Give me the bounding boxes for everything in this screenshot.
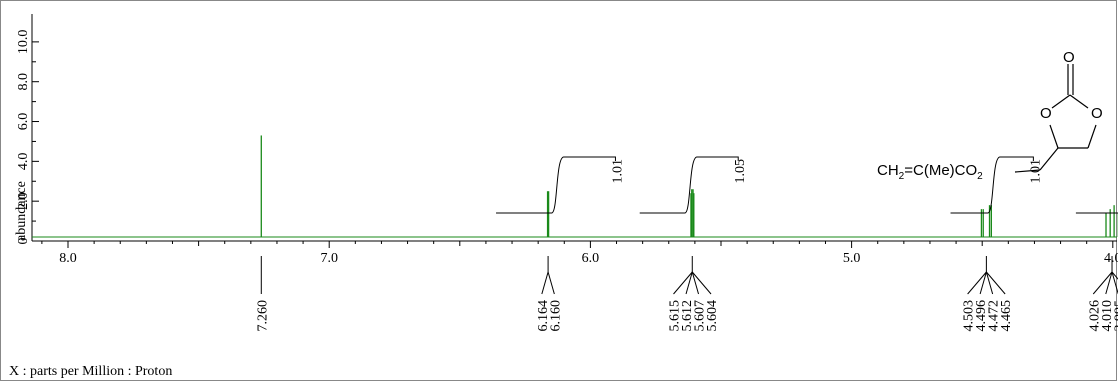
- x-tick-label: 5.0: [843, 251, 861, 266]
- formula-sub2: 2: [977, 171, 983, 182]
- integral-value: 1.05: [733, 159, 748, 184]
- bond-oright-ch2: [1087, 124, 1097, 149]
- peak-label: 4.496: [974, 300, 989, 332]
- peak-label-branch: [985, 271, 994, 295]
- peak-label: 3.995: [1112, 300, 1118, 332]
- integral-curve: [496, 156, 616, 214]
- y-tick-label: 2.0: [16, 192, 31, 210]
- bond-c-oleft: [1051, 94, 1071, 109]
- peak-label: 4.503: [962, 300, 977, 332]
- y-tick-label: 6.0: [16, 113, 31, 130]
- peak-label-branch: [691, 271, 712, 295]
- atom-o-left: O: [1040, 105, 1052, 122]
- peak-label: 4.026: [1087, 300, 1102, 332]
- peak-label-branch: [1111, 271, 1118, 295]
- atom-o-right: O: [1091, 105, 1103, 122]
- integrals-layer: 1.011.051.011.010.991.000.963.03: [496, 156, 1118, 214]
- peak-label-branch: [1092, 271, 1113, 295]
- x-tick-label: 7.0: [320, 251, 338, 266]
- peak-label: 5.607: [693, 300, 708, 332]
- peak-label: 7.260: [255, 300, 270, 332]
- bond-ch-ch2: [1039, 147, 1059, 171]
- formula-mid: =C(Me)CO: [904, 162, 977, 179]
- integral-curve: [950, 156, 1034, 214]
- peak-label: 6.160: [548, 300, 563, 332]
- methacrylate-formula: CH2=C(Me)CO2: [877, 162, 983, 182]
- integral-value: 1.01: [610, 159, 625, 184]
- y-axis-label: abundance: [14, 181, 29, 241]
- peak-label: 4.010: [1100, 300, 1115, 332]
- peak-label-branch: [541, 271, 549, 295]
- formula-base: CH: [877, 162, 899, 179]
- spectrum-layer: [32, 135, 1118, 238]
- integral-curve: [639, 156, 739, 214]
- bond-c-oright: [1069, 94, 1089, 109]
- y-axis-ticks: 0 2.0 4.0 6.0 8.0 10.0: [16, 30, 39, 245]
- peak-label-branch: [1105, 271, 1113, 295]
- x-tick-label: 8.0: [59, 251, 77, 266]
- formula-sub1: 2: [899, 171, 905, 182]
- peak-label-branch: [547, 271, 555, 295]
- y-tick-label: 4.0: [16, 153, 31, 171]
- peak-label-branch: [691, 271, 699, 295]
- y-tick-label: 0: [16, 238, 31, 245]
- peak-label-branch: [685, 271, 693, 295]
- x-tick-label: 4.0: [1104, 251, 1118, 266]
- peak-label: 5.604: [705, 300, 720, 332]
- peak-label-branch: [979, 271, 987, 295]
- x-axis-ticks: 8.07.06.05.04.03.02.01.0: [41, 241, 1118, 266]
- integral-curve: [1075, 212, 1118, 214]
- peak-label: 4.465: [999, 300, 1014, 332]
- atom-o-carbonyl: O: [1063, 49, 1075, 66]
- peak-label: 5.615: [668, 300, 683, 332]
- bond-oleft-ch: [1049, 124, 1059, 149]
- peak-label-branch: [985, 271, 1006, 295]
- integral-value: 1.01: [1028, 159, 1043, 184]
- peak-label-branch: [1111, 271, 1118, 280]
- peak-label: 4.472: [987, 300, 1002, 332]
- peak-label: 5.612: [680, 300, 695, 332]
- y-tick-label: 10.0: [16, 30, 31, 55]
- bond-ch2-o: [1014, 169, 1041, 173]
- peak-label: 6.164: [536, 300, 551, 332]
- x-tick-label: 6.0: [582, 251, 600, 266]
- peak-label-branch: [673, 271, 693, 295]
- y-tick-label: 8.0: [16, 73, 31, 91]
- x-axis-label: X : parts per Million : Proton: [9, 364, 172, 379]
- molecule-structure: O O O CH2=C(Me)CO2: [877, 49, 1103, 182]
- peak-label-branch: [967, 271, 987, 295]
